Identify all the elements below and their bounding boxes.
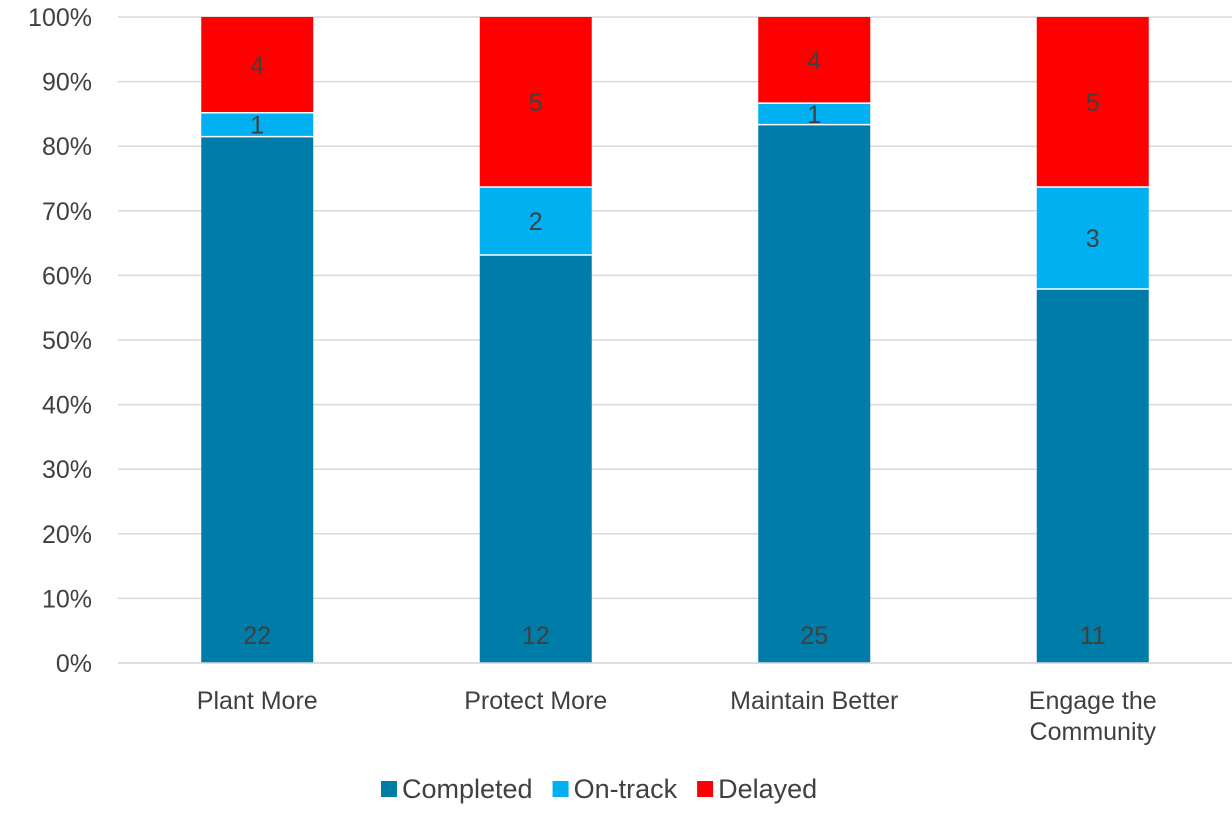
bar-segment-completed [1036,289,1149,663]
y-tick-label: 80% [42,133,92,161]
data-label: 5 [1086,89,1100,117]
bar-segment-completed [201,136,314,663]
legend-label: Delayed [718,774,817,804]
x-category-label: Plant More [197,687,318,715]
bar-segment-delayed [479,17,592,187]
legend-label: On-track [574,774,678,804]
bar-segment-delayed [201,17,314,113]
y-tick-label: 30% [42,456,92,484]
legend-swatch [697,781,714,797]
legend-swatch [552,781,569,797]
x-category-label: Protect More [464,687,607,715]
y-tick-label: 40% [42,392,92,420]
data-label: 12 [522,622,550,650]
y-tick-label: 100% [28,4,92,32]
data-label: 25 [800,622,828,650]
data-label: 11 [1080,622,1106,650]
bar-segment-on-track [201,112,314,137]
bar-segment-delayed [1036,17,1149,187]
bar-segment-on-track [479,187,592,255]
y-axis: 0% 10% 20% 30% 40% 50% 60% 70% 80% 90% 100% [28,4,92,678]
x-category-label: Engage the Community [1029,687,1157,746]
y-tick-label: 20% [42,521,92,549]
data-label: 1 [807,101,821,129]
data-label: 22 [243,622,271,650]
data-label: 5 [529,89,543,117]
y-tick-label: 60% [42,262,92,290]
data-label: 2 [529,208,543,236]
legend: Completed On-track Delayed [381,774,817,804]
bar-segment-on-track [758,103,871,125]
data-label: 3 [1086,225,1100,253]
data-label: 4 [807,47,821,75]
legend-label: Completed [402,774,533,804]
x-axis: Plant More Protect More Maintain Better Eng… [118,662,1232,746]
bar-segment-delayed [758,17,871,104]
y-tick-label: 0% [56,650,92,678]
bar-segment-completed [758,124,871,663]
bar-segment-on-track [1036,187,1149,289]
x-category-label: Maintain Better [730,687,898,715]
data-label: 1 [250,112,264,140]
y-tick-label: 70% [42,198,92,226]
legend-swatch [381,781,397,797]
y-tick-label: 10% [42,585,92,613]
data-label: 4 [250,52,264,80]
y-tick-label: 50% [42,327,92,355]
bar-segment-completed [479,255,592,663]
y-tick-label: 90% [42,69,92,97]
